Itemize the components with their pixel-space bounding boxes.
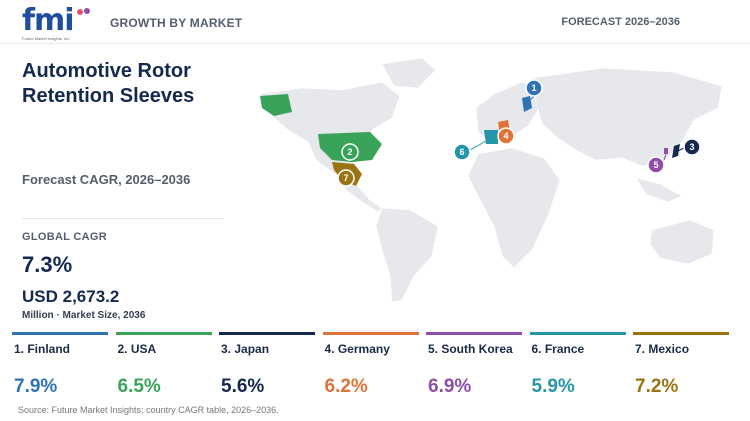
greenland-shape (381, 57, 437, 89)
country-name: 7. Mexico (635, 342, 690, 356)
world-map: 1 2 3 4 5 6 7 (259, 57, 723, 303)
australia-shape (649, 219, 715, 265)
country-name: 4. Germany (324, 342, 390, 356)
map-markers: 1 2 3 4 5 6 7 (337, 79, 701, 187)
marker-4-label: 4 (503, 131, 508, 141)
country-card: 4. Germany 6.2% (322, 332, 419, 402)
marker-2 (341, 143, 359, 161)
cagr-caption: Forecast CAGR, 2026–2036 (22, 172, 191, 187)
country-cagr-value: 5.6% (221, 376, 265, 397)
country-cagr-value: 6.5% (117, 376, 161, 397)
country-name: 1. Finland (14, 342, 71, 356)
country-cagr-table: 1. Finland 7.9% 2. USA 6.5% 3. Japan 5.6% 4. G… (12, 332, 748, 402)
country-cagr-value: 5.9% (531, 376, 575, 397)
top-bar: fmi Future Market Insights, Inc. GROWTH … (0, 0, 750, 44)
marker-3-label: 3 (689, 142, 694, 152)
title-line-2: Retention Sleeves (22, 85, 195, 107)
japan-shape (672, 144, 680, 158)
marker-6 (453, 143, 471, 161)
title-line-1: Automotive Rotor (22, 60, 191, 82)
country-card: 6. France 5.9% (529, 332, 626, 402)
marker-5-label: 5 (653, 160, 658, 170)
country-card: 3. Japan 5.6% (219, 332, 315, 402)
market-size-value: USD 2,673.2 (22, 287, 120, 306)
country-name: 5. South Korea (428, 342, 513, 356)
global-cagr-label: GLOBAL CAGR (22, 231, 107, 243)
country-name: 3. Japan (221, 342, 270, 356)
divider (22, 218, 224, 219)
page-title: Automotive Rotor Retention Sleeves (22, 59, 222, 109)
country-cagr-value: 7.2% (635, 376, 679, 397)
south-america-shape (375, 207, 439, 303)
section-label: GROWTH BY MARKET (110, 16, 243, 30)
continents (259, 57, 723, 303)
source-note: Source: Future Market Insights; country … (18, 405, 279, 415)
marker-7-label: 7 (343, 173, 348, 183)
france-shape (484, 130, 498, 144)
country-color-bar (529, 332, 626, 335)
country-color-bar (633, 332, 729, 335)
logo-dots-icon (77, 8, 90, 15)
global-cagr-value: 7.3% (22, 252, 73, 277)
country-card: 2. USA 6.5% (115, 332, 212, 402)
country-color-bar (219, 332, 315, 335)
country-name: 6. France (531, 342, 585, 356)
central-america-shape (339, 177, 383, 213)
alaska-shape (260, 94, 292, 116)
country-cagr-value: 7.9% (14, 376, 58, 397)
marker-7 (337, 169, 355, 187)
marker-5 (647, 156, 665, 174)
marker-3 (683, 138, 701, 156)
country-cagr-value: 6.2% (324, 376, 368, 397)
country-color-bar (12, 332, 108, 335)
country-name: 2. USA (117, 342, 157, 356)
marker-1 (525, 79, 543, 97)
forecast-label: FORECAST 2026–2036 (561, 16, 680, 28)
country-color-bar (426, 332, 522, 335)
europe-shape (475, 81, 541, 143)
africa-shape (467, 147, 561, 269)
southeast-asia-shape (635, 177, 683, 203)
country-color-bar (115, 332, 212, 335)
south-korea-shape (664, 148, 668, 154)
marker-1-label: 1 (531, 83, 536, 93)
logo-wordmark: fmi (22, 3, 75, 38)
country-card: 5. South Korea 6.9% (426, 332, 522, 402)
marker-6-label: 6 (459, 147, 464, 157)
country-color-bar (322, 332, 419, 335)
country-card: 7. Mexico 7.2% (633, 332, 729, 402)
fmi-logo[interactable]: fmi Future Market Insights, Inc. (22, 3, 92, 43)
market-size-unit: Million · Market Size, 2036 (22, 310, 146, 321)
country-cagr-value: 6.9% (428, 376, 472, 397)
marker-2-label: 2 (347, 147, 352, 157)
marker-4 (497, 127, 515, 145)
country-card: 1. Finland 7.9% (12, 332, 108, 402)
logo-tagline: Future Market Insights, Inc. (22, 36, 71, 41)
